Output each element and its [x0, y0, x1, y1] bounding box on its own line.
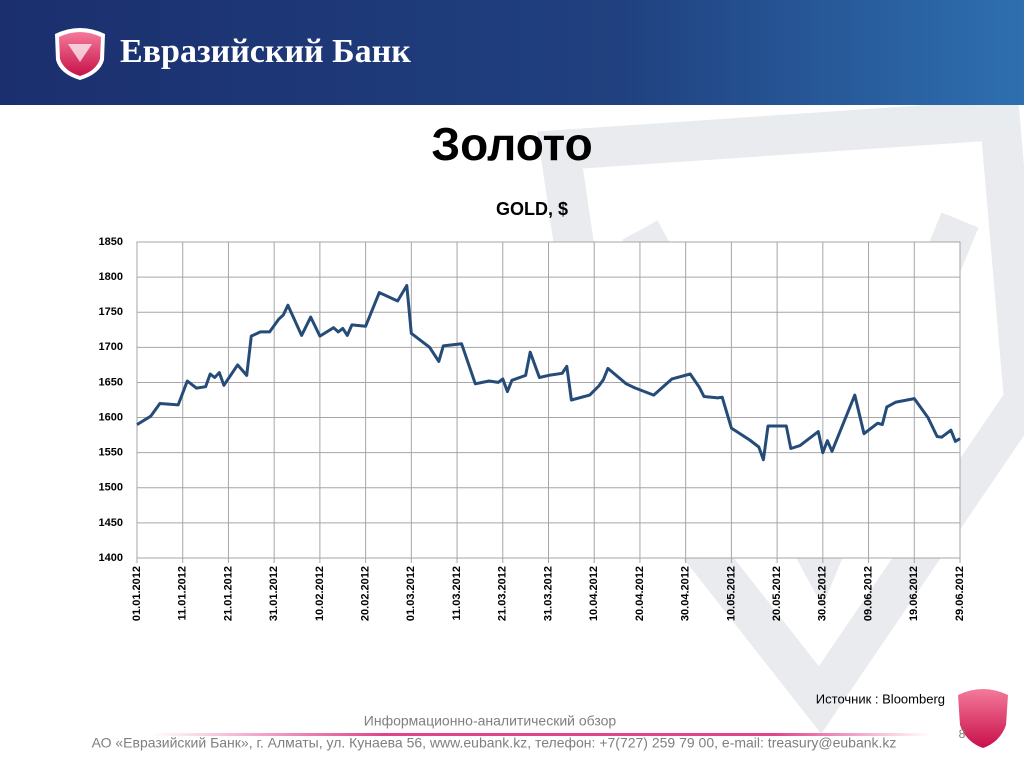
x-tick-label: 30.04.2012 [680, 566, 692, 621]
y-tick-label: 1450 [99, 517, 123, 529]
x-tick-label: 21.01.2012 [222, 566, 234, 621]
x-tick-label: 10.05.2012 [725, 566, 737, 621]
x-tick-label: 20.02.2012 [360, 566, 372, 621]
corner-logo [958, 689, 1008, 748]
x-tick-label: 29.06.2012 [954, 566, 966, 621]
page-number: 8 [959, 727, 966, 741]
footer-address: АО «Евразийский Банк», г. Алматы, ул. Ку… [92, 735, 897, 751]
y-tick-label: 1500 [99, 482, 123, 494]
y-tick-label: 1700 [99, 341, 123, 353]
footer-subtitle: Информационно-аналитический обзор [364, 713, 617, 729]
x-tick-label: 31.01.2012 [268, 566, 280, 621]
y-tick-label: 1750 [99, 306, 123, 318]
header-bar [0, 0, 1024, 105]
x-tick-label: 11.03.2012 [451, 566, 463, 620]
y-tick-label: 1600 [99, 411, 123, 423]
x-tick-label: 30.05.2012 [817, 566, 829, 621]
x-tick-label: 11.01.2012 [177, 566, 189, 620]
footer-line [150, 733, 930, 736]
chart-title: GOLD, $ [496, 199, 568, 219]
source: Источник : Bloomberg [816, 691, 945, 706]
x-tick-label: 31.03.2012 [542, 566, 554, 621]
x-tick-label: 20.04.2012 [634, 566, 646, 621]
slide-title: Золото [431, 118, 592, 170]
y-tick-label: 1400 [99, 552, 123, 564]
x-tick-label: 19.06.2012 [908, 566, 920, 621]
y-tick-label: 1650 [99, 376, 123, 388]
x-tick-label: 10.02.2012 [314, 566, 326, 621]
y-tick-label: 1850 [99, 236, 123, 248]
x-tick-label: 21.03.2012 [497, 566, 509, 621]
x-tick-label: 20.05.2012 [771, 566, 783, 621]
x-tick-label: 10.04.2012 [588, 566, 600, 621]
chart: 1400 1450 1500 1550 1600 1650 1700 1750 1800 1850… [99, 236, 966, 621]
logo [55, 28, 105, 80]
series-line [136, 284, 961, 462]
y-tick-label: 1800 [99, 271, 123, 283]
y-tick-label: 1550 [99, 447, 123, 459]
x-tick-label: 01.01.2012 [131, 566, 143, 621]
brand: Евразийский Банк [120, 33, 411, 70]
x-tick-label: 09.06.2012 [862, 566, 874, 621]
x-tick-label: 01.03.2012 [405, 566, 417, 621]
